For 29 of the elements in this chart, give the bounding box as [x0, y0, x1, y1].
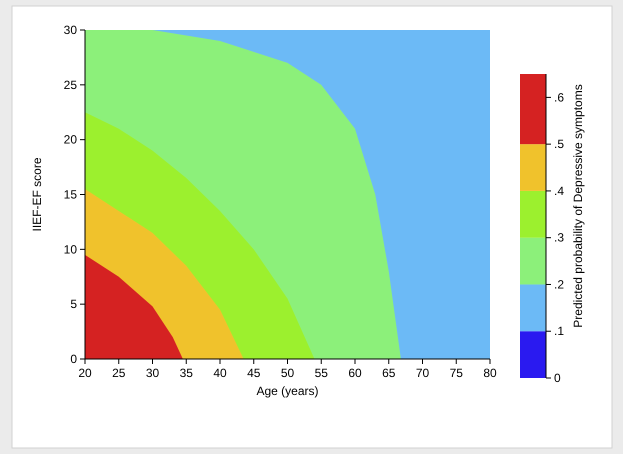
y-tick-label: 15: [64, 188, 78, 202]
color-bar-label: .4: [554, 184, 564, 198]
y-tick-label: 10: [64, 242, 78, 256]
x-tick-label: 65: [382, 366, 396, 380]
x-tick-label: 40: [213, 366, 227, 380]
color-bar-label: .2: [554, 277, 564, 292]
color-bar-title: Predicted probability of Depressive symptoms: [571, 84, 585, 328]
x-tick-label: 60: [348, 366, 362, 380]
x-tick-label: 25: [112, 366, 126, 380]
x-tick-label: 70: [416, 366, 430, 380]
color-bar-label: .6: [554, 90, 564, 104]
x-tick-label: 75: [450, 366, 464, 380]
color-bar-label: 0: [554, 371, 561, 385]
y-tick-label: 20: [64, 132, 78, 147]
y-axis-title: IIEF-EF score: [30, 157, 44, 232]
color-bar-label: .3: [554, 230, 564, 245]
color-bar-label: .5: [554, 137, 564, 152]
color-bar-label: .1: [554, 324, 564, 338]
x-tick-label: 35: [180, 366, 194, 380]
x-tick-label: 30: [146, 366, 160, 380]
x-tick-label: 80: [483, 366, 497, 380]
y-tick-label: 0: [70, 352, 78, 366]
x-tick-label: 50: [280, 366, 294, 380]
y-tick-label: 30: [64, 23, 78, 37]
x-tick-label: 45: [247, 366, 261, 380]
y-tick-label: 5: [70, 297, 78, 312]
x-axis-title: Age (years): [256, 384, 319, 398]
y-tick-label: 25: [64, 78, 78, 92]
x-tick-label: 55: [314, 366, 328, 380]
